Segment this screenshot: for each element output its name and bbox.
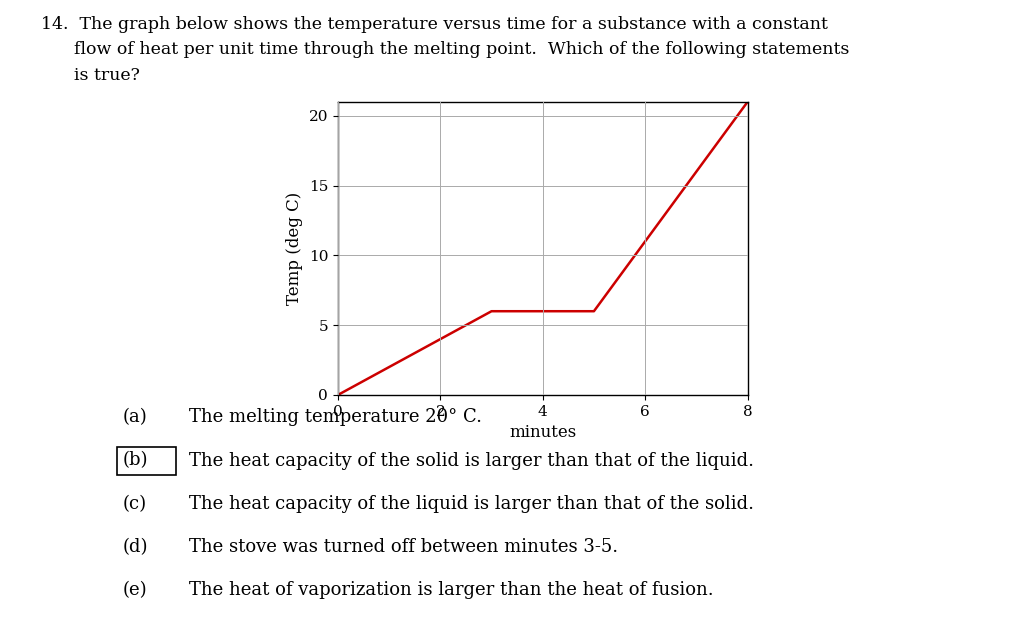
Text: 14.  The graph below shows the temperature versus time for a substance with a co: 14. The graph below shows the temperatur…	[41, 16, 827, 33]
Text: (d): (d)	[123, 538, 148, 556]
Text: flow of heat per unit time through the melting point.  Which of the following st: flow of heat per unit time through the m…	[41, 41, 849, 59]
Text: The heat capacity of the solid is larger than that of the liquid.: The heat capacity of the solid is larger…	[189, 452, 755, 469]
Text: is true?: is true?	[41, 67, 140, 84]
Y-axis label: Temp (deg C): Temp (deg C)	[286, 192, 303, 305]
Text: (b): (b)	[123, 452, 148, 469]
Text: The melting temperature 20° C.: The melting temperature 20° C.	[189, 408, 482, 426]
Text: The heat of vaporization is larger than the heat of fusion.: The heat of vaporization is larger than …	[189, 582, 714, 599]
Text: The stove was turned off between minutes 3-5.: The stove was turned off between minutes…	[189, 538, 618, 556]
Text: The heat capacity of the liquid is larger than that of the solid.: The heat capacity of the liquid is large…	[189, 495, 755, 513]
X-axis label: minutes: minutes	[509, 424, 577, 441]
Text: (e): (e)	[123, 582, 147, 599]
Text: (a): (a)	[123, 408, 147, 426]
Text: (c): (c)	[123, 495, 147, 513]
